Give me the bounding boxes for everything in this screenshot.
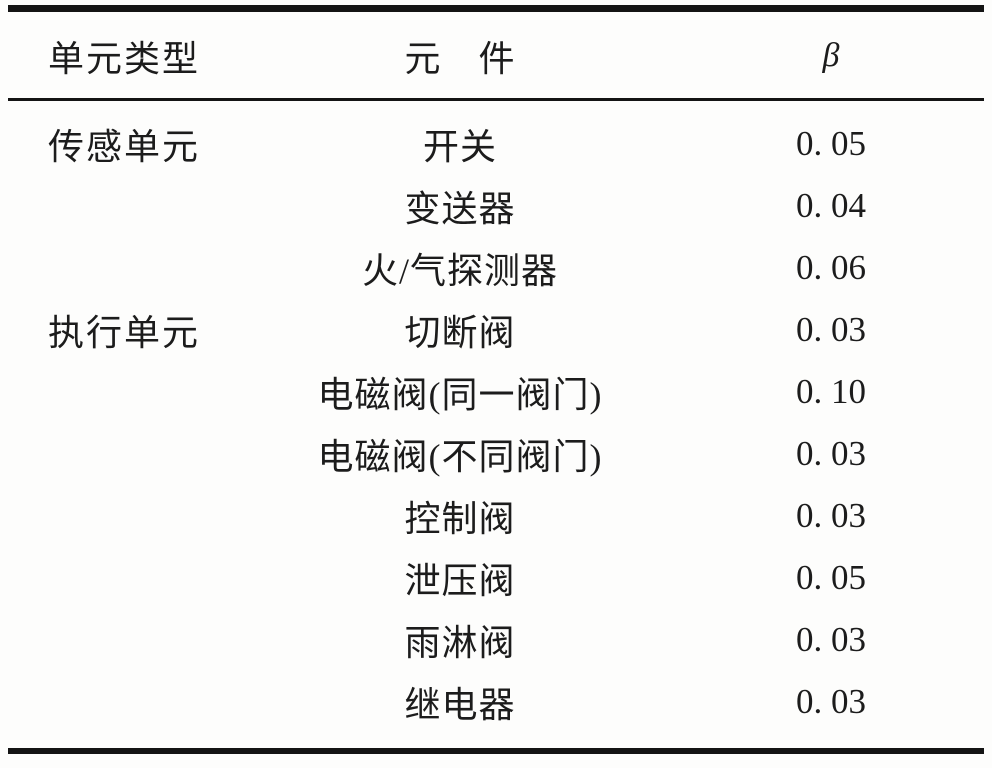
table-row: 火/气探测器 0. 06 <box>0 237 992 299</box>
component-cell: 控制阀 <box>404 499 516 539</box>
beta-value-cell: 0. 03 <box>796 496 866 535</box>
table-top-rule <box>8 5 984 12</box>
beta-value-cell: 0. 03 <box>796 620 866 659</box>
table-row: 继电器 0. 03 <box>0 671 992 733</box>
component-cell: 火/气探测器 <box>361 251 558 291</box>
table-bottom-rule <box>8 748 984 754</box>
table-row: 泄压阀 0. 05 <box>0 547 992 609</box>
beta-value-cell: 0. 10 <box>796 372 866 411</box>
table-row: 电磁阀(不同阀门) 0. 03 <box>0 423 992 485</box>
table-header-rule <box>8 98 984 101</box>
table-row: 变送器 0. 04 <box>0 175 992 237</box>
header-unit-type: 单元类型 <box>48 39 201 79</box>
component-cell: 继电器 <box>404 685 516 725</box>
component-cell: 电磁阀(不同阀门) <box>317 437 603 477</box>
beta-value-cell: 0. 03 <box>796 682 866 721</box>
component-cell: 变送器 <box>404 189 516 229</box>
unit-type-cell: 传感单元 <box>48 127 201 167</box>
table-row: 控制阀 0. 03 <box>0 485 992 547</box>
beta-value-cell: 0. 03 <box>796 310 866 349</box>
component-cell: 雨淋阀 <box>404 623 516 663</box>
table-row: 执行单元 切断阀 0. 03 <box>0 299 992 361</box>
component-cell: 开关 <box>422 127 497 167</box>
table-row: 电磁阀(同一阀门) 0. 10 <box>0 361 992 423</box>
beta-value-cell: 0. 05 <box>796 124 866 163</box>
table-body: 传感单元 开关 0. 05 变送器 0. 04 火/气探测器 0. 06 执行单… <box>0 113 992 733</box>
beta-value-cell: 0. 06 <box>796 248 866 287</box>
beta-value-cell: 0. 04 <box>796 186 866 225</box>
table-row: 传感单元 开关 0. 05 <box>0 113 992 175</box>
component-cell: 切断阀 <box>404 313 516 353</box>
component-cell: 泄压阀 <box>404 561 516 601</box>
beta-value-cell: 0. 05 <box>796 558 866 597</box>
table-row: 雨淋阀 0. 03 <box>0 609 992 671</box>
unit-type-cell: 执行单元 <box>48 313 201 353</box>
beta-value-cell: 0. 03 <box>796 434 866 473</box>
component-cell: 电磁阀(同一阀门) <box>317 375 603 415</box>
header-beta: β <box>822 37 840 74</box>
table-header-row: 单元类型 元 件 β <box>0 28 992 84</box>
header-component: 元 件 <box>404 39 516 79</box>
